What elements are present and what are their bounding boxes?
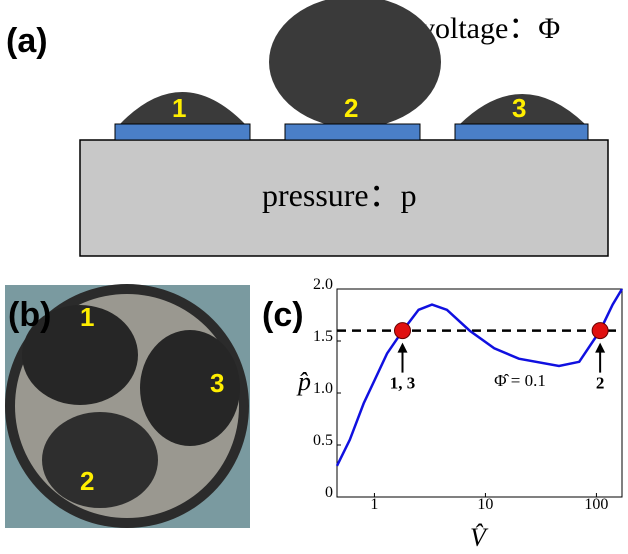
arrow-head xyxy=(397,342,408,353)
drop-label: 1 xyxy=(80,302,94,332)
panel-label: (c) xyxy=(262,296,304,334)
drop-label: 2 xyxy=(344,93,358,123)
electrode xyxy=(284,123,421,141)
x-tick-label: 100 xyxy=(584,496,608,513)
plot-frame xyxy=(336,288,623,498)
marker xyxy=(591,322,609,340)
x-axis-label: V̂ xyxy=(470,523,489,552)
voltage-label: voltage：Φ xyxy=(420,12,560,45)
marker xyxy=(393,322,411,340)
annotation: 2 xyxy=(596,374,605,393)
y-tick-label: 1.0 xyxy=(313,380,333,397)
photo-drop xyxy=(22,305,138,405)
annotation: 1, 3 xyxy=(390,374,416,393)
y-tick-label: 2.0 xyxy=(313,276,333,293)
drop xyxy=(460,94,585,124)
y-axis-label: p̂ xyxy=(296,367,311,396)
drop-label: 3 xyxy=(512,93,526,123)
panel-label: (b) xyxy=(8,296,51,334)
annotation: Φ̂ = 0.1 xyxy=(494,371,546,390)
drop-label: 3 xyxy=(210,368,224,398)
electrode xyxy=(454,123,589,141)
electrode xyxy=(114,123,251,141)
pressure-label: pressure：p xyxy=(262,177,417,213)
arrow-head xyxy=(595,342,606,353)
y-tick-label: 0.5 xyxy=(313,432,333,449)
substrate xyxy=(79,139,609,257)
photo-drop xyxy=(42,412,158,508)
drop xyxy=(269,0,441,128)
drop-label: 2 xyxy=(80,466,94,496)
drop-label: 1 xyxy=(172,93,186,123)
x-tick-label: 10 xyxy=(477,496,493,513)
panel-label: (a) xyxy=(6,22,48,60)
y-tick-label: 1.5 xyxy=(313,328,333,345)
y-tick-label: 0 xyxy=(325,484,333,501)
x-tick-label: 1 xyxy=(370,496,378,513)
drop xyxy=(120,92,245,124)
photo-drop xyxy=(140,330,240,446)
curve xyxy=(335,288,624,467)
